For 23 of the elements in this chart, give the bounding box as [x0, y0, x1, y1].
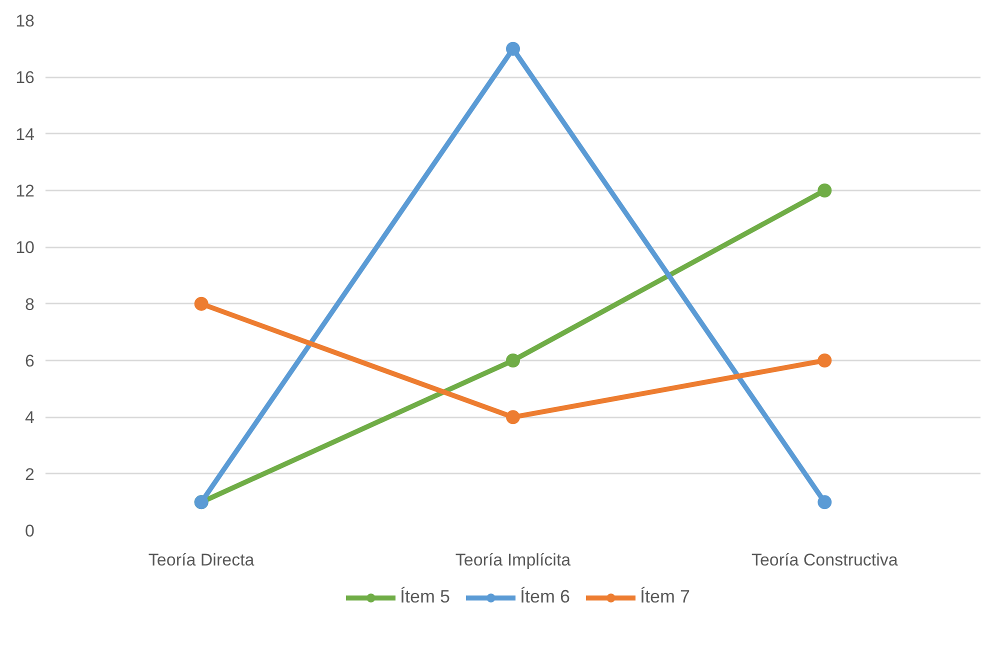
y-tick-label: 18	[16, 12, 35, 30]
legend-label: Ítem 6	[520, 586, 570, 608]
y-tick-label: 2	[25, 464, 35, 484]
legend-label: Ítem 7	[640, 586, 690, 608]
y-tick-label: 16	[16, 68, 35, 88]
x-tick-label: Teoría Constructiva	[751, 550, 898, 570]
x-tick-label: Teoría Implícita	[455, 550, 572, 570]
point	[818, 354, 832, 368]
point	[818, 184, 832, 198]
point	[506, 410, 520, 424]
point	[194, 296, 208, 311]
y-tick-label: 6	[25, 352, 35, 370]
y-tick-label: 12	[16, 182, 35, 200]
y-tick-label: 0	[25, 522, 35, 540]
point	[506, 42, 520, 56]
y-tick-label: 8	[25, 294, 35, 314]
point	[818, 495, 832, 510]
y-tick-label: 4	[25, 408, 35, 428]
y-tick-label: 14	[16, 124, 35, 144]
x-tick-label: Teoría Directa	[148, 550, 255, 570]
legend-label: Ítem 5	[400, 586, 450, 608]
point	[506, 354, 520, 368]
y-tick-label: 10	[16, 238, 35, 258]
